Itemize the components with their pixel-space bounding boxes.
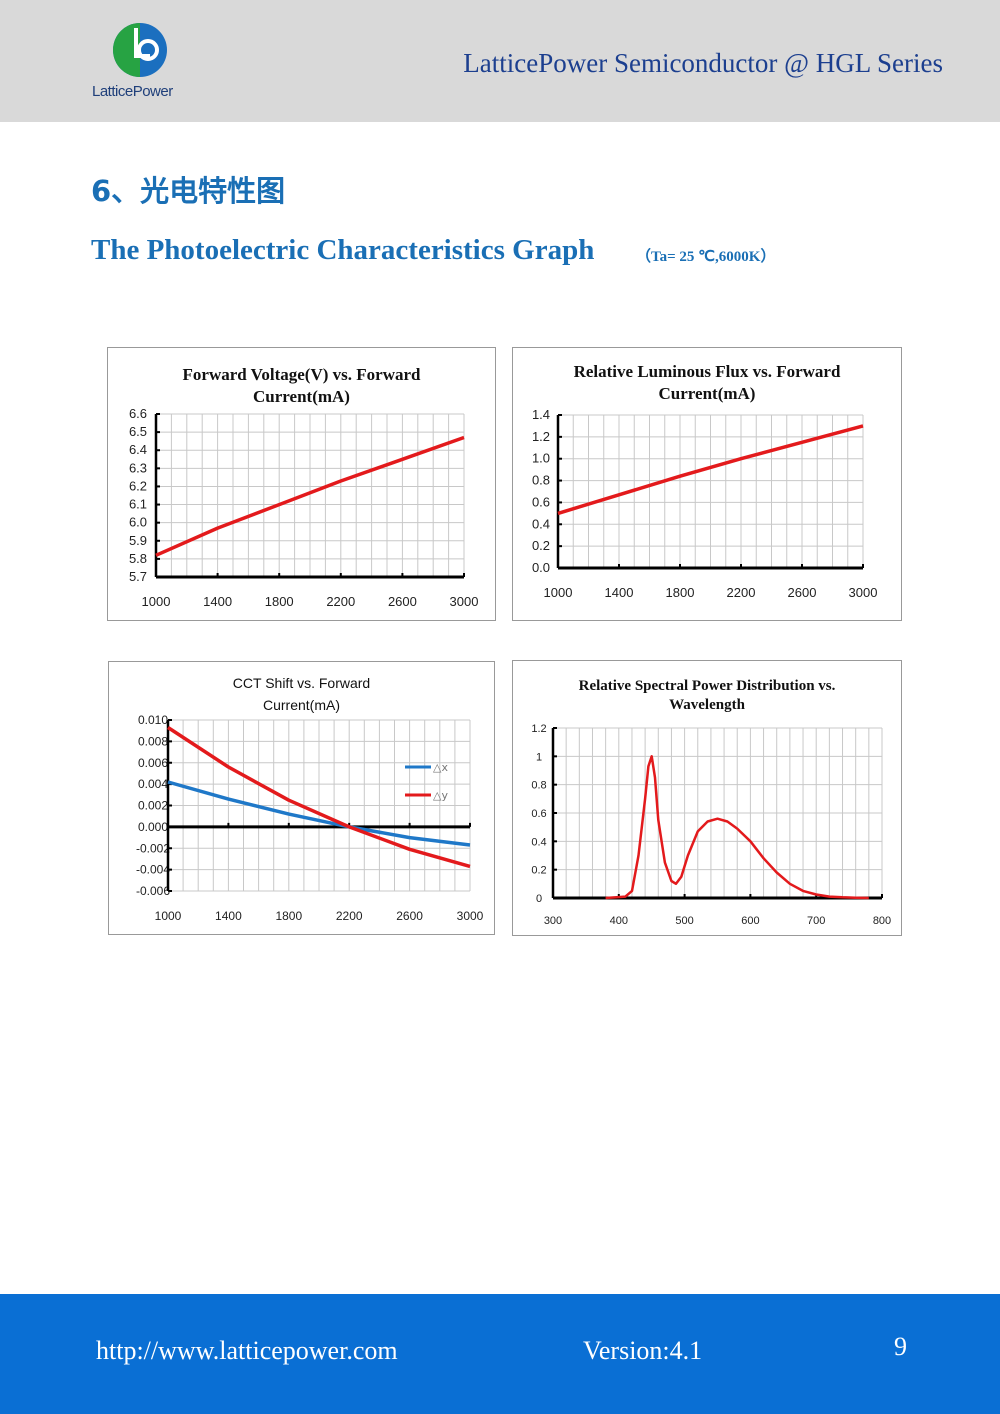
y-tick-label: 1 <box>536 751 542 763</box>
y-tick-label: 0.006 <box>138 756 168 770</box>
x-tick-label: 1400 <box>605 585 634 600</box>
header-title: LatticePower Semiconductor @ HGL Series <box>463 48 943 78</box>
y-tick-label: 6.0 <box>129 515 147 530</box>
x-tick-label: 800 <box>873 915 891 927</box>
chart-title: Relative Luminous Flux vs. Forward Curre… <box>573 362 841 403</box>
series-line-△y <box>167 726 471 869</box>
x-tick-label: 500 <box>675 915 693 927</box>
x-tick-label: 1800 <box>275 909 302 923</box>
y-tick-label: 0.4 <box>531 836 546 848</box>
page-number: 9 <box>894 1332 907 1361</box>
x-tick-label: 1000 <box>142 594 171 609</box>
series-line-SPD <box>605 755 869 900</box>
x-tick-label: 2600 <box>396 909 423 923</box>
chart-forward-voltage: 5.7 5.8 5.9 6.0 6.1 6.2 6.3 6.4 6.5 6.6 1000 1400 18… <box>107 347 496 621</box>
x-tick-label: 1000 <box>544 585 573 600</box>
y-tick-label: 0.008 <box>138 734 168 748</box>
chart-svg: 0 0.2 0.4 0.6 0.8 1 1.2 300 400 500 600 700 800 <box>531 723 891 927</box>
x-tick-label: 1800 <box>265 594 294 609</box>
series-line-△x <box>167 780 471 847</box>
x-tick-label: 3000 <box>450 594 479 609</box>
x-tick-label: 3000 <box>457 909 484 923</box>
x-tick-label: 2200 <box>326 594 355 609</box>
chart-title: Relative Spectral Power Distribution vs.… <box>578 678 836 713</box>
x-tick-label: 400 <box>610 915 628 927</box>
y-tick-label: 0.6 <box>532 494 550 509</box>
chart-svg: 0.0 0.2 0.4 0.6 0.8 1.0 1.2 1.4 1000 1400 1800 2200… <box>532 407 878 600</box>
y-tick-label: 6.6 <box>129 406 147 421</box>
x-tick-label: 1800 <box>666 585 695 600</box>
x-tick-label: 1400 <box>215 909 242 923</box>
y-tick-label: 0.010 <box>138 713 168 727</box>
y-tick-label: 1.2 <box>532 429 550 444</box>
y-tick-label: 0.8 <box>531 780 546 792</box>
y-tick-label: -0.004 <box>136 863 170 877</box>
section-title-en: The Photoelectric Characteristics Graph <box>91 234 595 266</box>
y-tick-label: 0.000 <box>138 820 168 834</box>
x-tick-label: 3000 <box>849 585 878 600</box>
y-tick-label: 0.002 <box>138 799 168 813</box>
x-tick-label: 300 <box>544 915 562 927</box>
y-tick-label: 6.5 <box>129 424 147 439</box>
page-footer: http://www.latticepower.com Version:4.1 … <box>0 1294 1000 1414</box>
series-line-Vf <box>155 435 465 557</box>
y-tick-label: 6.3 <box>129 460 147 475</box>
chart-svg: -0.006 -0.004 -0.002 0.000 0.002 0.004 0.006 0.… <box>136 713 484 923</box>
x-tick-label: 600 <box>741 915 759 927</box>
section-title-cn: 6、光电特性图 <box>91 174 286 208</box>
latticepower-logo <box>113 23 167 77</box>
chart-title: Forward Voltage(V) vs. Forward Current(m… <box>182 365 421 406</box>
y-tick-label: 0.8 <box>532 473 550 488</box>
y-tick-label: -0.006 <box>136 884 170 898</box>
page-header: LatticePower LatticePower Semiconductor … <box>0 0 1000 122</box>
legend-label: △y <box>433 789 448 802</box>
y-tick-label: 1.4 <box>532 407 550 422</box>
y-tick-label: -0.002 <box>136 841 170 855</box>
x-tick-label: 2200 <box>727 585 756 600</box>
test-conditions: （Ta= 25 ℃,6000K） <box>636 249 776 265</box>
y-tick-label: 0.6 <box>531 808 546 820</box>
y-tick-label: 0.2 <box>531 865 546 877</box>
y-tick-label: 5.8 <box>129 551 147 566</box>
chart-svg: 5.7 5.8 5.9 6.0 6.1 6.2 6.3 6.4 6.5 6.6 1000 1400 18… <box>129 406 479 609</box>
y-tick-label: 6.1 <box>129 497 147 512</box>
y-tick-label: 1.2 <box>531 723 546 735</box>
y-tick-label: 0 <box>536 893 542 905</box>
y-tick-label: 0.004 <box>138 777 168 791</box>
footer-url[interactable]: http://www.latticepower.com <box>96 1336 398 1365</box>
chart-title: CCT Shift vs. Forward Current(mA) <box>232 675 371 713</box>
chart-luminous-flux: 0.0 0.2 0.4 0.6 0.8 1.0 1.2 1.4 1000 1400 1800 2200… <box>512 347 902 621</box>
x-tick-label: 2600 <box>788 585 817 600</box>
y-tick-label: 6.4 <box>129 442 147 457</box>
y-tick-label: 5.9 <box>129 533 147 548</box>
legend-label: △x <box>433 761 448 774</box>
x-tick-label: 1400 <box>203 594 232 609</box>
x-tick-label: 700 <box>807 915 825 927</box>
series-line-Flux <box>557 424 864 516</box>
y-tick-label: 1.0 <box>532 451 550 466</box>
logo-text: LatticePower <box>92 83 173 100</box>
chart-spectral-distribution: 0 0.2 0.4 0.6 0.8 1 1.2 300 400 500 600 700 800 Relat… <box>512 660 902 936</box>
y-tick-label: 0.2 <box>532 538 550 553</box>
footer-version: Version:4.1 <box>583 1336 703 1365</box>
x-tick-label: 1000 <box>155 909 182 923</box>
y-tick-label: 0.0 <box>532 560 550 575</box>
y-tick-label: 5.7 <box>129 569 147 584</box>
y-tick-label: 0.4 <box>532 516 550 531</box>
x-tick-label: 2200 <box>336 909 363 923</box>
y-tick-label: 6.2 <box>129 478 147 493</box>
chart-cct-shift: -0.006 -0.004 -0.002 0.000 0.002 0.004 0.006 0.… <box>108 661 495 935</box>
x-tick-label: 2600 <box>388 594 417 609</box>
